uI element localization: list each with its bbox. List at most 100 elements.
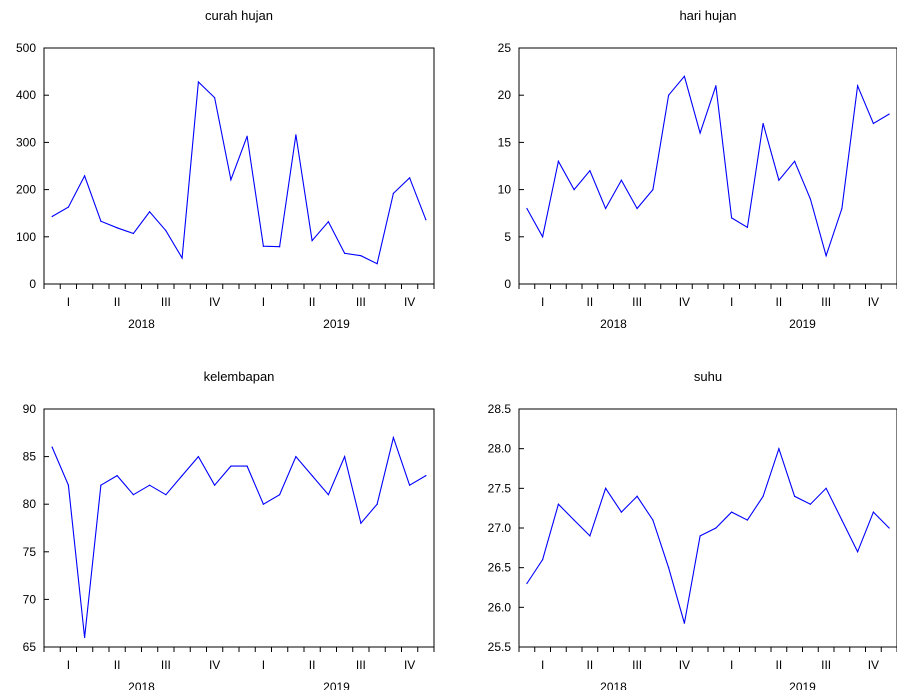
y-tick-label: 26.5 [488,561,512,575]
data-point [857,85,859,87]
x-quarter-label: IV [209,658,220,672]
x-year-label: 2018 [600,680,627,690]
x-quarter-label: I [262,295,265,309]
y-tick-label: 100 [16,230,36,244]
data-point [872,122,874,125]
x-quarter-label: III [632,658,642,672]
data-point [132,494,134,496]
x-year-label: 2018 [600,317,627,331]
data-point [392,436,394,439]
data-point [409,177,411,179]
data-point [888,113,890,115]
x-quarter-label: II [309,658,316,672]
data-point [715,85,717,87]
data-point [311,475,313,477]
data-point [825,255,827,257]
series-line [51,435,427,638]
chart-title: kelembapan [204,369,275,384]
plot-frame [518,47,897,285]
x-quarter-label: III [161,295,171,309]
data-point [573,519,575,521]
data-point [279,246,281,248]
data-point [841,519,843,521]
chart-title: hari hujan [679,8,736,23]
x-quarter-label: III [356,658,366,672]
data-point [295,134,297,136]
series-line [51,80,427,265]
data-point [809,198,811,200]
x-year-label: 2019 [323,680,350,690]
y-tick-label: 20 [498,88,512,102]
data-point [888,527,890,529]
data-point [731,217,733,219]
data-point [392,192,394,194]
data-point [746,519,748,521]
data-point [279,494,281,496]
x-quarter-label: I [67,295,70,309]
y-tick-label: 25 [498,41,512,55]
data-point [605,207,607,210]
data-point [589,170,591,172]
x-quarter-label: III [821,295,831,309]
data-point [526,207,528,210]
data-point [841,207,843,210]
data-point [699,535,701,537]
x-year-label: 2019 [789,317,816,331]
y-tick-label: 0 [29,277,36,291]
data-point [262,503,264,505]
data-point [51,215,53,218]
data-point [344,456,346,458]
data-point [683,622,685,624]
data-point [84,175,86,177]
data-point [699,132,701,134]
data-point [51,446,53,448]
x-quarter-label: IV [868,295,879,309]
data-point [67,484,69,486]
data-point [573,189,575,191]
y-tick-label: 5 [504,230,511,244]
data-point [165,494,167,496]
data-point [132,232,134,235]
x-quarter-label: IV [404,658,415,672]
data-point [181,475,183,477]
data-point [652,189,654,191]
data-point [778,179,780,181]
data-point [425,219,427,221]
data-point [149,484,151,486]
x-year-label: 2019 [789,680,816,690]
data-point [246,465,248,467]
x-quarter-label: IV [404,295,415,309]
x-quarter-label: II [309,295,316,309]
x-quarter-label: IV [868,658,879,672]
data-point [557,503,559,505]
series-line [526,446,890,624]
data-point [360,255,362,257]
x-quarter-label: II [587,295,594,309]
data-point [715,527,717,529]
x-quarter-label: I [730,295,733,309]
y-tick-label: 70 [23,592,37,606]
data-point [542,236,544,238]
data-point [100,220,102,222]
x-quarter-label: III [161,658,171,672]
data-point [360,522,362,524]
x-quarter-label: III [821,658,831,672]
data-point [214,484,216,486]
data-point [557,160,559,162]
data-point [778,448,780,450]
data-point [668,94,670,96]
y-tick-label: 27.0 [488,521,512,535]
data-point [295,456,297,458]
data-point [84,636,86,639]
x-quarter-label: IV [679,658,690,672]
chart-title: suhu [694,369,722,384]
data-point [214,96,216,99]
x-quarter-label: III [632,295,642,309]
data-point [526,582,528,585]
data-point [165,230,167,232]
y-tick-label: 0 [504,277,511,291]
